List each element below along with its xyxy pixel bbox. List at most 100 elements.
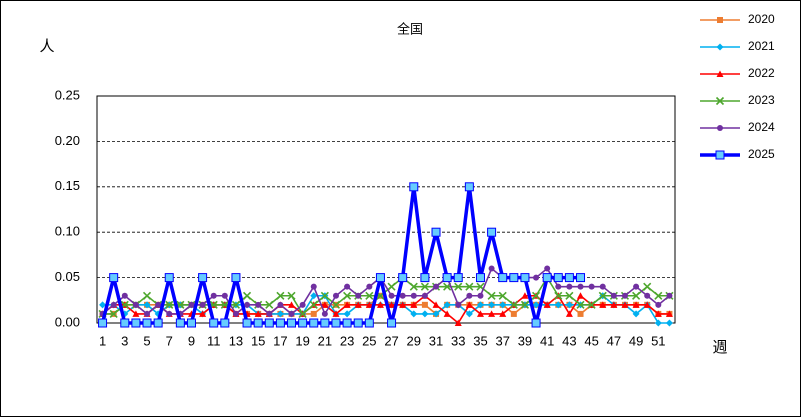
data-point [310,283,317,290]
data-point [353,318,363,328]
data-point [577,283,584,290]
data-point [109,309,118,318]
y-tick-label: 0.15 [55,178,80,193]
data-point [577,310,584,317]
x-tick-label: 51 [651,333,665,348]
data-point [343,310,351,318]
data-point [220,318,230,328]
data-point [410,301,418,308]
data-point [488,301,496,309]
legend-marker [716,70,724,77]
legend-label: 2022 [748,66,775,80]
data-point [477,292,484,299]
legend-marker [717,125,723,131]
data-point [498,291,507,300]
data-point [342,318,352,328]
data-point [409,282,418,291]
data-point [399,292,406,299]
data-point [599,283,606,290]
data-point [564,273,574,283]
data-point [531,291,541,300]
y-tick-label: 0.00 [55,314,80,329]
data-point [488,310,496,317]
data-point [455,301,462,308]
data-point [510,310,517,317]
x-tick-label: 25 [362,333,376,348]
data-point [331,318,341,328]
data-point [431,227,441,237]
data-point [388,292,395,299]
x-tick-label: 1 [99,333,106,348]
data-point [242,291,252,300]
data-point [633,283,640,290]
data-point [332,310,340,317]
data-point [521,292,529,299]
data-point [666,292,673,299]
x-tick-label: 41 [540,333,554,348]
x-tick-label: 29 [407,333,421,348]
y-axis-label: 人 [39,38,54,55]
legend-label: 2024 [748,120,775,134]
data-point [654,291,663,300]
x-tick-label: 19 [295,333,309,348]
data-point [532,301,540,309]
data-point [499,310,507,317]
data-point [421,292,428,299]
x-tick-label: 31 [429,333,443,348]
data-point [553,273,563,283]
data-point [476,301,484,309]
x-tick-label: 49 [629,333,643,348]
x-tick-label: 43 [562,333,576,348]
legend-marker [716,43,724,51]
data-point [164,273,174,283]
x-tick-label: 11 [207,333,221,348]
x-tick-label: 23 [340,333,354,348]
legend-marker [715,96,725,106]
data-point [210,292,217,299]
data-point [188,301,195,308]
data-point [509,300,518,309]
data-point [199,310,207,317]
data-point [409,182,419,192]
data-point [387,282,396,291]
data-point [644,292,651,299]
data-point [266,310,273,317]
data-point [420,273,430,283]
data-point [410,310,418,318]
data-point [121,292,128,299]
plot-area [96,95,676,324]
data-point [120,318,130,328]
data-point [344,283,351,290]
data-point [465,310,473,318]
data-point [287,318,297,328]
data-point [231,300,241,309]
x-tick-label: 47 [607,333,621,348]
data-point [255,301,262,308]
data-point [155,301,162,308]
data-point [465,282,474,291]
x-tick-label: 9 [188,333,195,348]
data-point [520,273,530,283]
data-point [432,310,440,318]
legend-marker [717,17,723,23]
data-point [310,292,318,300]
data-point [166,310,173,317]
data-point [531,318,541,328]
data-point [454,282,463,291]
data-point [654,310,662,317]
data-point [231,273,241,283]
data-point [321,301,329,308]
legend-marker [715,150,725,160]
data-point [132,310,140,317]
data-point [433,283,440,290]
x-axis-label: 週 [712,339,727,356]
data-point [298,309,307,318]
data-point [610,292,617,299]
data-point [665,319,673,327]
data-point [443,310,451,317]
data-point [654,319,662,327]
data-point [288,301,296,308]
x-tick-label: 33 [451,333,465,348]
data-point [199,301,206,308]
